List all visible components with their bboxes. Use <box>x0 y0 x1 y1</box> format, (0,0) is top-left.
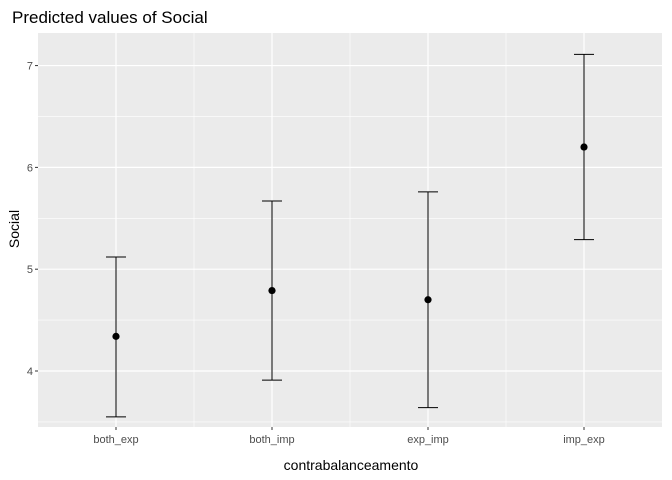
x-tick-label: exp_imp <box>407 434 449 446</box>
y-axis-ticks: 4 5 6 7 <box>27 61 38 378</box>
x-tick-label: both_imp <box>249 434 294 446</box>
data-points <box>112 143 588 340</box>
y-tick-label: 4 <box>27 366 33 378</box>
x-axis-ticks: both_exp both_imp exp_imp imp_exp <box>93 427 605 446</box>
data-point <box>112 332 120 340</box>
data-point <box>268 286 276 295</box>
minor-gridlines <box>38 33 662 427</box>
y-axis-title: Social <box>6 210 22 248</box>
x-tick-label: imp_exp <box>563 434 605 446</box>
x-axis-title: contrabalanceamento <box>284 457 419 473</box>
x-tick-label: both_exp <box>93 434 138 446</box>
data-point <box>580 143 588 151</box>
chart-title: Predicted values of Social <box>12 8 208 27</box>
data-point <box>424 296 432 304</box>
y-tick-label: 7 <box>27 61 33 73</box>
y-tick-label: 6 <box>27 162 33 174</box>
y-tick-label: 5 <box>27 264 33 276</box>
